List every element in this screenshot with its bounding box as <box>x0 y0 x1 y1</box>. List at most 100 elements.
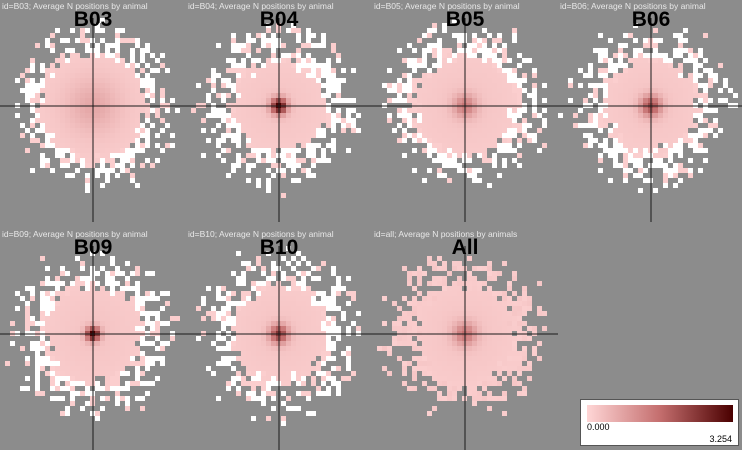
heatmap-cell <box>130 153 135 158</box>
heatmap-cell <box>482 58 487 63</box>
heatmap-cell <box>457 366 462 371</box>
heatmap-cell <box>311 118 316 123</box>
heatmap-cell <box>271 138 276 143</box>
heatmap-cell <box>402 88 407 93</box>
heatmap-cell <box>452 356 457 361</box>
heatmap-cell <box>261 108 266 113</box>
heatmap-cell <box>422 88 427 93</box>
heatmap-cell <box>150 271 155 276</box>
heatmap-cell <box>221 133 226 138</box>
heatmap-cell <box>326 93 331 98</box>
heatmap-cell <box>437 88 442 93</box>
heatmap-cell <box>60 158 65 163</box>
heatmap-cell <box>266 43 271 48</box>
heatmap-cell <box>100 88 105 93</box>
heatmap-cell <box>638 108 643 113</box>
heatmap-cell <box>482 296 487 301</box>
heatmap-cell <box>487 326 492 331</box>
heatmap-cell <box>45 138 50 143</box>
heatmap-cell <box>527 138 532 143</box>
heatmap-cell <box>497 396 502 401</box>
heatmap-cell <box>301 341 306 346</box>
heatmap-cell <box>256 381 261 386</box>
heatmap-cell <box>487 396 492 401</box>
heatmap-cell <box>628 123 633 128</box>
heatmap-cell <box>241 108 246 113</box>
heatmap-cell <box>482 396 487 401</box>
heatmap-cell <box>95 123 100 128</box>
heatmap-panel-b05: id=B05; Average N positions by animal B05 <box>372 0 558 222</box>
heatmap-cell <box>236 88 241 93</box>
heatmap-cell <box>497 128 502 133</box>
heatmap-cell <box>160 341 165 346</box>
heatmap-cell <box>492 58 497 63</box>
heatmap-cell <box>477 321 482 326</box>
heatmap-cell <box>145 296 150 301</box>
heatmap-cell <box>447 356 452 361</box>
heatmap-cell <box>487 321 492 326</box>
heatmap-cell <box>417 346 422 351</box>
heatmap-cell <box>165 341 170 346</box>
heatmap-cell <box>120 128 125 133</box>
heatmap-cell <box>286 346 291 351</box>
heatmap-cell <box>653 93 658 98</box>
heatmap-cell <box>442 123 447 128</box>
heatmap-cell <box>432 356 437 361</box>
heatmap-cell <box>301 98 306 103</box>
heatmap-cell <box>160 98 165 103</box>
heatmap-cell <box>311 326 316 331</box>
heatmap-cell <box>80 281 85 286</box>
heatmap-cell <box>80 143 85 148</box>
heatmap-cell <box>392 88 397 93</box>
heatmap-cell <box>50 301 55 306</box>
heatmap-canvas <box>372 246 558 450</box>
heatmap-cell <box>75 306 80 311</box>
heatmap-cell <box>512 326 517 331</box>
heatmap-cell <box>40 281 45 286</box>
heatmap-cell <box>55 138 60 143</box>
heatmap-cell <box>477 311 482 316</box>
heatmap-cell <box>60 68 65 73</box>
heatmap-cell <box>437 143 442 148</box>
heatmap-cell <box>402 83 407 88</box>
heatmap-cell <box>221 93 226 98</box>
heatmap-cell <box>221 321 226 326</box>
heatmap-cell <box>110 336 115 341</box>
heatmap-cell <box>50 366 55 371</box>
heatmap-cell <box>497 78 502 83</box>
heatmap-cell <box>477 346 482 351</box>
heatmap-cell <box>236 108 241 113</box>
heatmap-cell <box>336 118 341 123</box>
heatmap-cell <box>261 266 266 271</box>
heatmap-cell <box>417 123 422 128</box>
heatmap-cell <box>683 123 688 128</box>
heatmap-cell <box>130 351 135 356</box>
heatmap-cell <box>291 133 296 138</box>
heatmap-cell <box>281 401 286 406</box>
heatmap-cell <box>392 326 397 331</box>
heatmap-cell <box>688 48 693 53</box>
heatmap-cell <box>170 143 175 148</box>
heatmap-cell <box>452 371 457 376</box>
heatmap-cell <box>246 391 251 396</box>
heatmap-cell <box>145 73 150 78</box>
heatmap-cell <box>150 296 155 301</box>
heatmap-cell <box>65 271 70 276</box>
heatmap-cell <box>261 291 266 296</box>
heatmap-cell <box>196 306 201 311</box>
heatmap-cell <box>311 336 316 341</box>
heatmap-cell <box>427 316 432 321</box>
heatmap-cell <box>532 83 537 88</box>
heatmap-cell <box>256 301 261 306</box>
heatmap-cell <box>120 321 125 326</box>
heatmap-cell <box>432 346 437 351</box>
heatmap-cell <box>432 113 437 118</box>
heatmap-cell <box>105 361 110 366</box>
heatmap-cell <box>35 128 40 133</box>
heatmap-cell <box>231 316 236 321</box>
heatmap-cell <box>331 301 336 306</box>
heatmap-cell <box>331 291 336 296</box>
heatmap-cell <box>65 163 70 168</box>
heatmap-cell <box>60 366 65 371</box>
heatmap-cell <box>402 316 407 321</box>
